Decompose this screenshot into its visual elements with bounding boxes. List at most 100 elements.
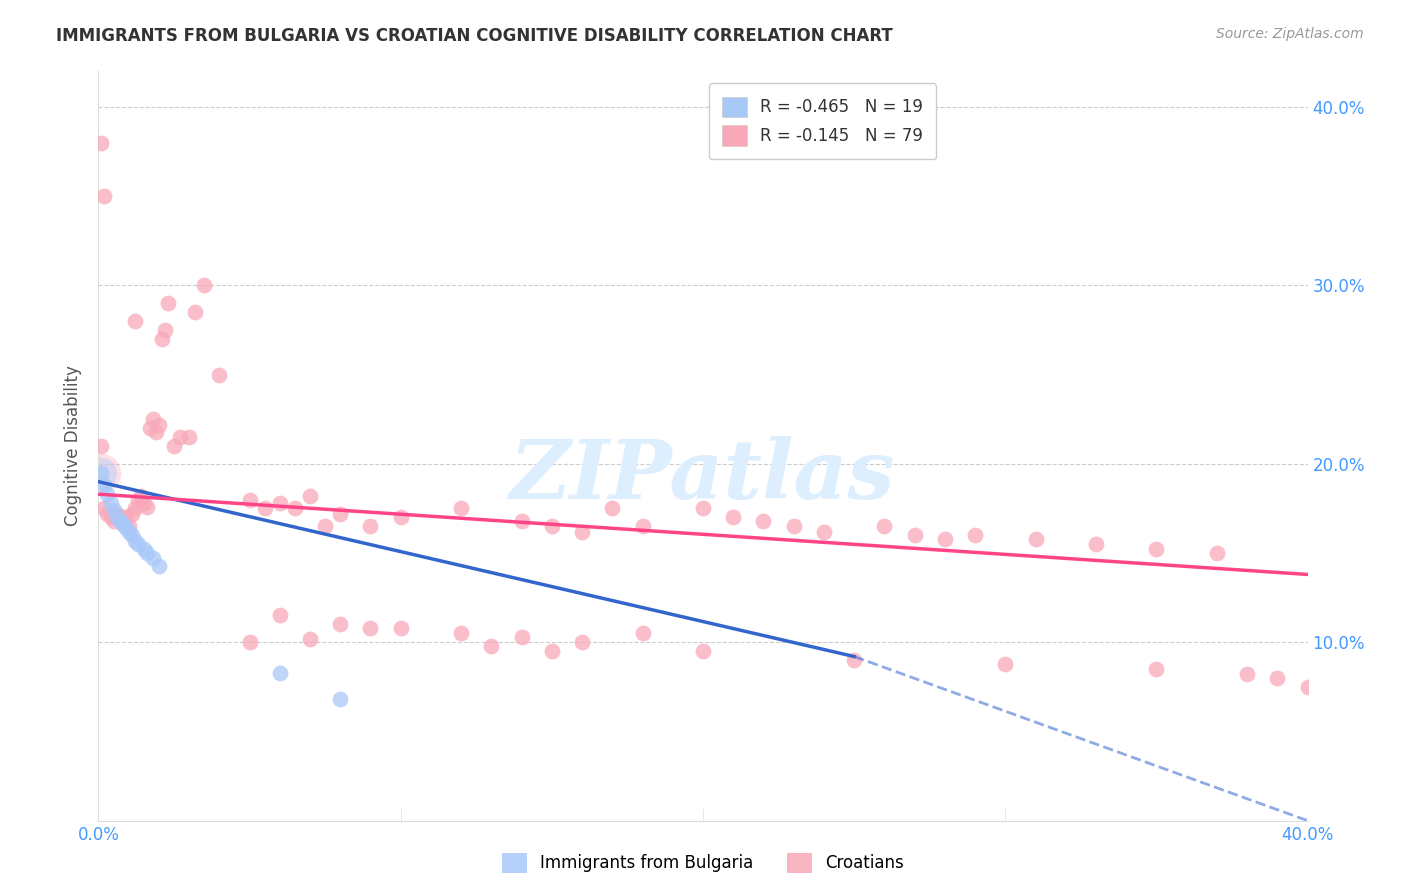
Point [111, 517, 134, 532]
Point [284, 501, 307, 516]
Point [148, 417, 170, 432]
Point [93, 501, 115, 516]
Point [93, 478, 115, 492]
Point [1267, 671, 1289, 685]
Point [148, 558, 170, 573]
Point [299, 632, 322, 646]
Point [111, 517, 134, 532]
Point [118, 524, 141, 539]
Point [571, 524, 593, 539]
Point [481, 639, 503, 653]
Point [540, 644, 562, 658]
Point [163, 439, 186, 453]
Point [142, 412, 165, 426]
Point [121, 528, 143, 542]
Point [127, 492, 149, 507]
Point [96, 487, 118, 501]
Point [208, 368, 231, 382]
Point [329, 507, 352, 521]
Point [105, 507, 128, 521]
Point [299, 489, 322, 503]
Point [124, 533, 146, 548]
Point [142, 551, 165, 566]
Point [631, 626, 654, 640]
Point [169, 430, 191, 444]
Point [90, 466, 112, 480]
Point [184, 305, 207, 319]
Point [783, 519, 806, 533]
Point [723, 510, 745, 524]
Point [389, 621, 412, 635]
Point [132, 496, 155, 510]
Point [510, 630, 533, 644]
Point [145, 425, 167, 439]
Point [904, 528, 927, 542]
Point [269, 665, 291, 680]
Point [135, 546, 157, 560]
Text: Source: ZipAtlas.com: Source: ZipAtlas.com [1216, 27, 1364, 41]
Point [994, 657, 1017, 671]
Point [1206, 546, 1229, 560]
Point [90, 136, 112, 150]
Point [329, 617, 352, 632]
Legend: Immigrants from Bulgaria, Croatians: Immigrants from Bulgaria, Croatians [495, 847, 911, 880]
Point [360, 621, 382, 635]
Point [132, 542, 155, 557]
Point [100, 510, 122, 524]
Point [1024, 532, 1046, 546]
Point [93, 189, 115, 203]
Point [329, 692, 352, 706]
Point [1144, 542, 1167, 557]
Text: IMMIGRANTS FROM BULGARIA VS CROATIAN COGNITIVE DISABILITY CORRELATION CHART: IMMIGRANTS FROM BULGARIA VS CROATIAN COG… [56, 27, 893, 45]
Point [752, 514, 775, 528]
Point [118, 519, 141, 533]
Point [873, 519, 896, 533]
Point [692, 501, 714, 516]
Point [813, 524, 835, 539]
Point [239, 492, 262, 507]
Point [389, 510, 412, 524]
Point [1296, 680, 1319, 694]
Point [510, 514, 533, 528]
Point [153, 323, 176, 337]
Point [90, 466, 112, 480]
Point [127, 537, 149, 551]
Point [571, 635, 593, 649]
Point [103, 514, 125, 528]
Point [631, 519, 654, 533]
Point [360, 519, 382, 533]
Point [540, 519, 562, 533]
Point [96, 507, 118, 521]
Point [253, 501, 276, 516]
Point [135, 500, 157, 514]
Point [114, 521, 136, 535]
Point [90, 466, 112, 480]
Point [124, 501, 146, 516]
Point [314, 519, 336, 533]
Point [692, 644, 714, 658]
Text: ZIPatlas: ZIPatlas [510, 436, 896, 516]
Point [934, 532, 956, 546]
Point [90, 439, 112, 453]
Point [100, 496, 122, 510]
Point [129, 489, 152, 503]
Point [114, 510, 136, 524]
Point [179, 430, 201, 444]
Point [108, 514, 131, 528]
Point [139, 421, 162, 435]
Point [450, 626, 472, 640]
Point [269, 608, 291, 623]
Point [108, 510, 131, 524]
Point [105, 510, 128, 524]
Point [602, 501, 624, 516]
Point [965, 528, 987, 542]
Point [193, 278, 215, 293]
Point [1085, 537, 1108, 551]
Point [450, 501, 472, 516]
Point [150, 332, 173, 346]
Point [844, 653, 866, 667]
Point [1144, 662, 1167, 676]
Point [239, 635, 262, 649]
Point [156, 296, 179, 310]
Point [269, 496, 291, 510]
